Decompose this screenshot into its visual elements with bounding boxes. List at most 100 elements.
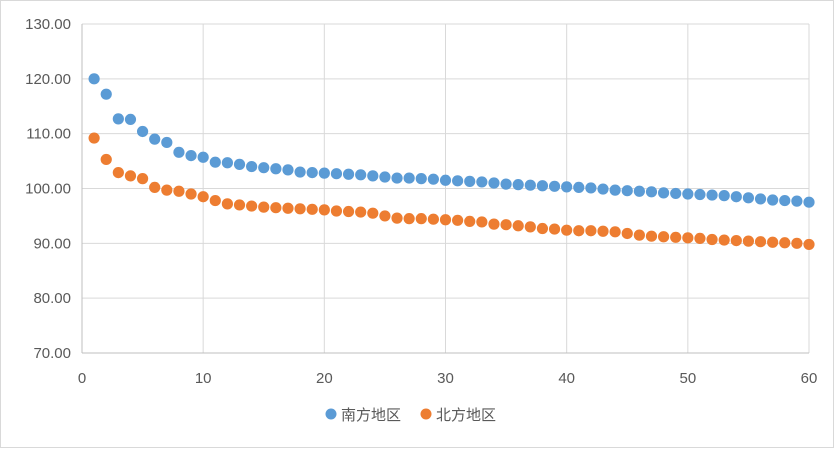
y-tick-label: 70.00	[33, 345, 71, 362]
data-point-south	[767, 194, 779, 206]
data-point-south	[512, 179, 524, 191]
y-tick-label: 130.00	[25, 16, 71, 33]
data-point-south	[682, 188, 694, 200]
data-point-south	[173, 146, 185, 158]
data-point-south	[645, 186, 658, 198]
data-point-south	[233, 158, 246, 170]
data-point-south	[367, 170, 379, 182]
data-point-north	[173, 185, 185, 197]
data-point-south	[694, 188, 706, 201]
data-point-south	[270, 163, 282, 175]
data-point-south	[585, 182, 597, 194]
data-point-south	[391, 172, 403, 184]
y-tick-label: 90.00	[33, 235, 71, 252]
data-point-south	[597, 183, 609, 195]
data-point-north	[767, 236, 779, 248]
data-point-north	[185, 188, 197, 200]
data-point-north	[294, 203, 306, 215]
data-point-north	[585, 225, 597, 237]
data-point-south	[658, 187, 670, 199]
data-point-south	[209, 156, 221, 168]
data-point-south	[706, 189, 718, 201]
data-point-south	[561, 181, 573, 193]
data-point-north	[694, 232, 706, 244]
data-point-south	[633, 185, 645, 197]
data-point-south	[754, 193, 767, 205]
data-point-south	[161, 136, 173, 149]
data-point-south	[342, 168, 355, 180]
data-point-north	[100, 153, 112, 166]
data-point-south	[258, 162, 270, 174]
data-point-north	[718, 234, 730, 246]
data-point-north	[633, 229, 645, 241]
data-point-north	[524, 221, 536, 233]
data-point-north	[270, 202, 282, 214]
y-tick-label: 110.00	[26, 126, 71, 143]
data-point-north	[355, 206, 367, 218]
data-point-north	[500, 219, 512, 231]
y-tick-label: 120.00	[25, 71, 71, 88]
x-tick-label: 0	[78, 370, 86, 387]
data-point-north	[730, 234, 742, 247]
data-point-north	[306, 203, 318, 215]
data-point-south	[294, 166, 306, 178]
x-tick-label: 10	[195, 370, 212, 387]
x-tick-label: 30	[437, 370, 454, 387]
data-point-north	[476, 216, 488, 228]
data-point-north	[367, 207, 379, 219]
data-point-north	[330, 205, 343, 217]
data-point-north	[136, 173, 149, 185]
data-point-north	[682, 232, 694, 244]
data-point-south	[779, 194, 791, 207]
data-point-north	[548, 223, 561, 235]
x-tick-label: 40	[558, 370, 575, 387]
legend-label: 南方地区	[341, 406, 401, 424]
data-point-north	[597, 225, 609, 237]
data-point-north	[706, 233, 718, 246]
data-point-north	[318, 204, 330, 216]
data-point-south	[621, 185, 633, 197]
data-point-south	[791, 195, 803, 207]
data-point-south	[355, 169, 367, 181]
data-point-south	[318, 167, 330, 179]
data-point-south	[330, 168, 343, 180]
data-point-north	[645, 230, 658, 242]
data-point-north	[609, 226, 621, 238]
data-point-north	[658, 231, 670, 243]
data-point-north	[488, 218, 500, 230]
data-point-south	[464, 175, 476, 187]
y-tick-label: 100.00	[25, 181, 71, 198]
data-point-north	[88, 132, 100, 144]
data-point-north	[621, 227, 633, 240]
data-point-north	[754, 236, 767, 248]
data-point-north	[415, 213, 427, 225]
data-point-north	[112, 166, 124, 179]
y-tick-label: 80.00	[33, 290, 71, 307]
data-point-south	[136, 125, 149, 138]
data-point-north	[342, 205, 355, 218]
data-point-south	[742, 192, 755, 204]
data-point-north	[791, 237, 803, 249]
data-point-south	[476, 176, 488, 188]
data-point-south	[100, 88, 112, 100]
data-point-north	[427, 213, 439, 225]
data-point-north	[209, 194, 221, 207]
data-point-north	[512, 220, 524, 232]
legend-marker	[420, 408, 432, 420]
data-point-south	[403, 172, 415, 184]
data-point-north	[233, 199, 246, 211]
x-tick-label: 20	[316, 370, 333, 387]
data-point-north	[221, 198, 233, 210]
data-point-north	[561, 224, 573, 236]
data-point-north	[379, 210, 391, 222]
data-point-south	[536, 180, 549, 192]
data-point-south	[730, 191, 742, 203]
data-point-north	[197, 191, 209, 203]
data-point-north	[124, 170, 137, 182]
data-point-south	[439, 174, 452, 186]
legend-label: 北方地区	[436, 406, 496, 424]
data-point-north	[536, 222, 549, 235]
data-point-south	[524, 179, 536, 191]
